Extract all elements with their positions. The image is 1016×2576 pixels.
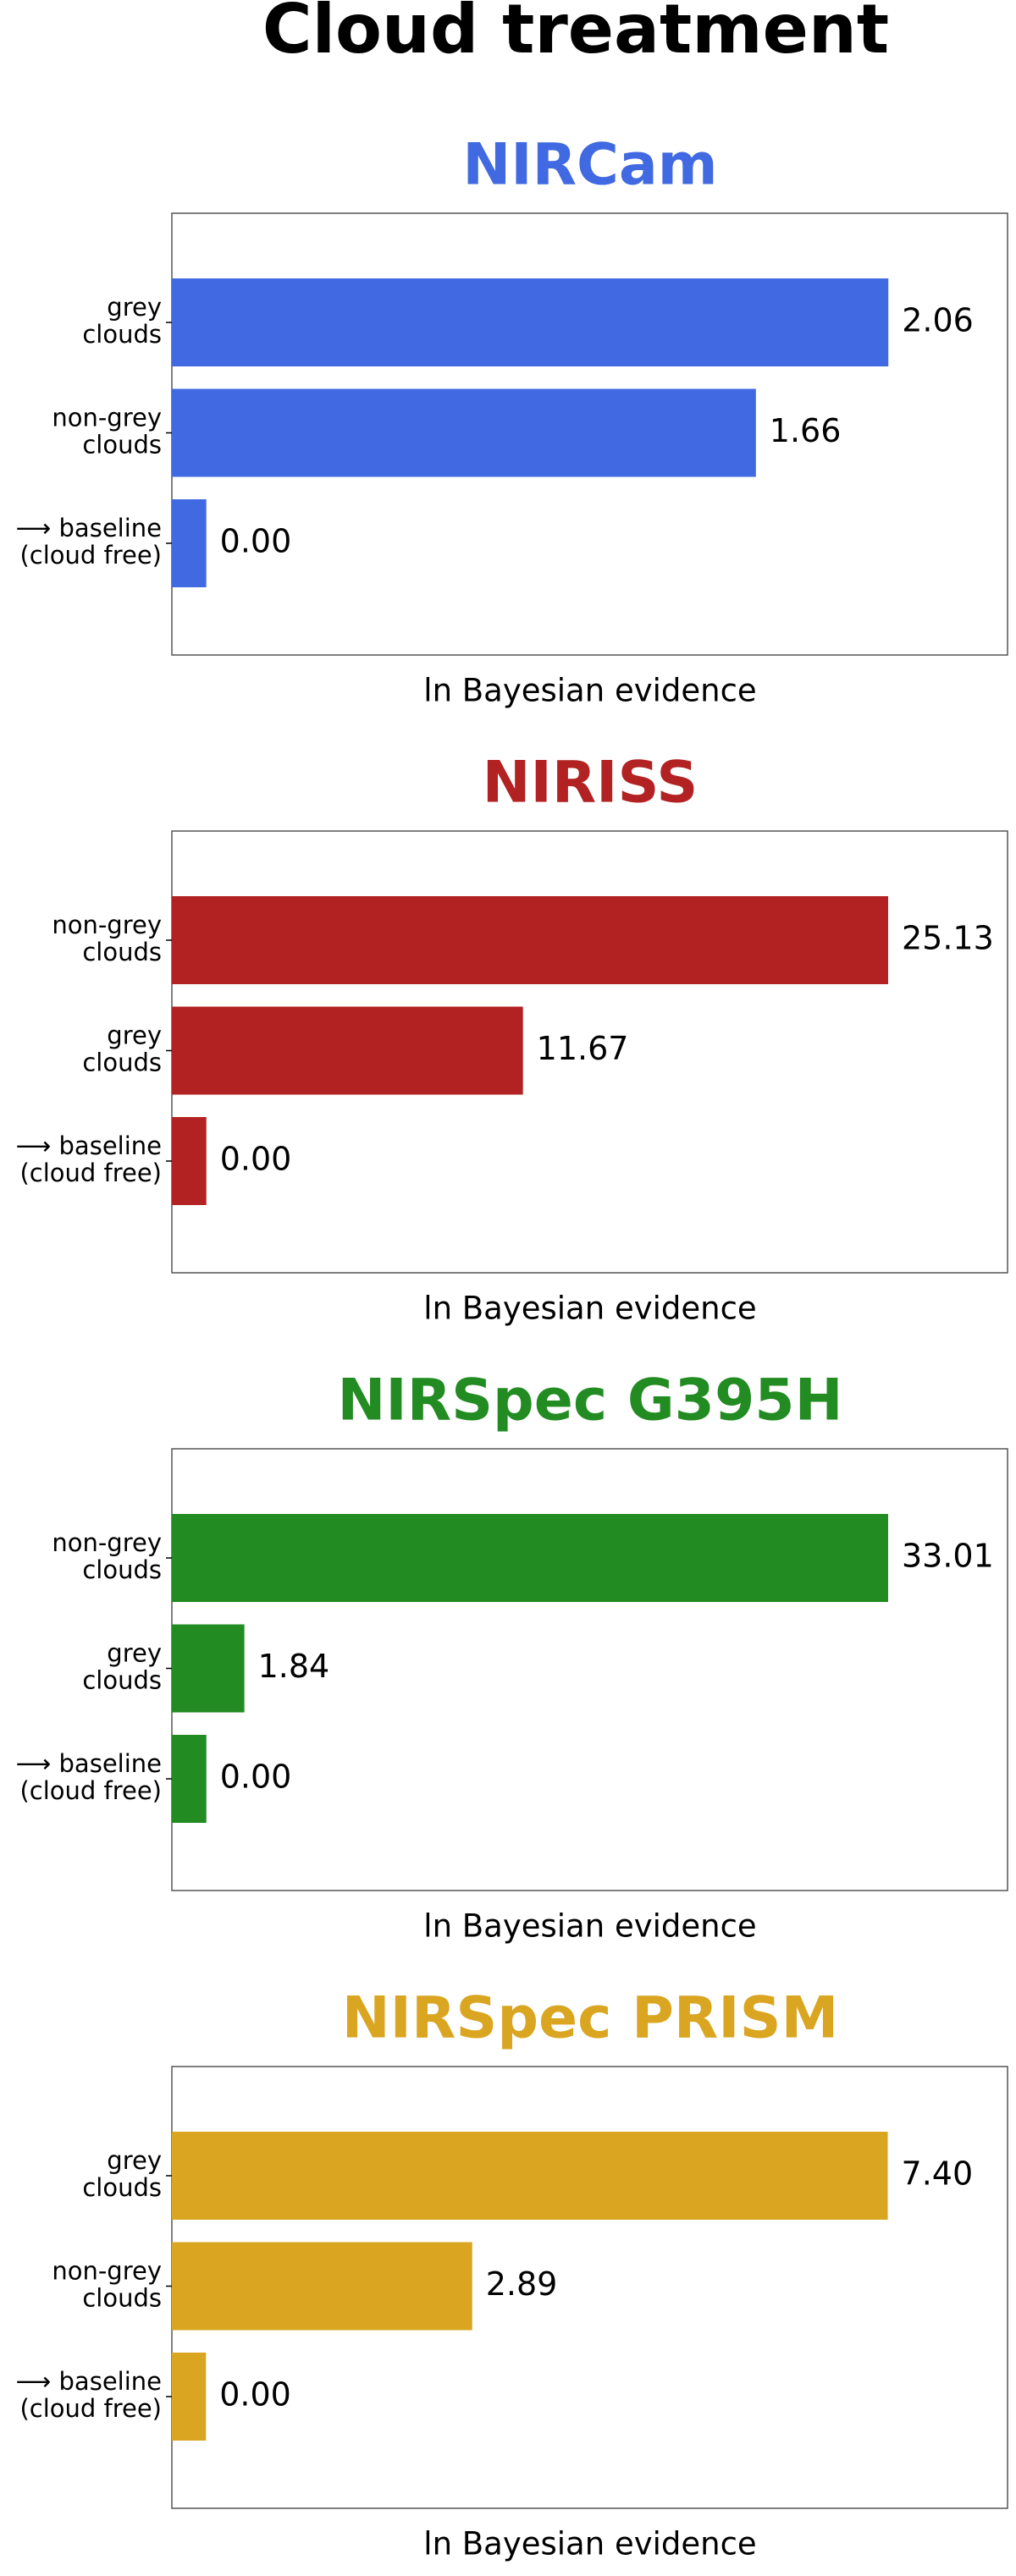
value-label: 2.06 [902,302,974,339]
bar [172,2242,472,2331]
bar [172,278,889,366]
value-label: 33.01 [902,1538,994,1575]
chart-title: NIRSpec PRISM [342,1985,838,2052]
bar [172,2353,207,2441]
x-axis-label: ln Bayesian evidence [423,1908,756,1945]
value-label: 0.00 [220,1759,292,1796]
y-tick-label: non-grey clouds [52,2257,162,2313]
bar [172,388,756,477]
x-axis-label: ln Bayesian evidence [423,673,756,709]
chart-title: NIRCam [462,132,717,199]
value-label: 0.00 [220,523,292,560]
value-label: 1.66 [770,412,842,449]
value-label: 0.00 [219,2376,291,2414]
y-tick-label: non-grey clouds [52,1528,162,1584]
value-label: 25.13 [902,920,994,957]
bar [172,1624,245,1713]
y-tick-label: grey clouds [82,2146,162,2202]
y-tick-label: ⟶ baseline (cloud free) [16,2367,162,2423]
figure-title: Cloud treatment [262,0,889,69]
bar [172,1006,523,1095]
bar [172,1117,207,1205]
y-tick-label: non-grey clouds [52,404,162,460]
y-tick-label: ⟶ baseline (cloud free) [16,1131,162,1187]
y-tick-label: non-grey clouds [52,911,162,966]
x-axis-label: ln Bayesian evidence [423,2526,756,2562]
bar [172,2132,888,2220]
bar [172,1514,888,1602]
y-tick-label: grey clouds [82,1021,162,1077]
value-label: 2.89 [486,2265,558,2303]
x-axis-label: ln Bayesian evidence [423,1291,756,1327]
y-tick-label: grey clouds [82,293,162,349]
bar [172,499,207,587]
value-label: 0.00 [220,1141,292,1178]
y-tick-label: ⟶ baseline (cloud free) [16,514,162,570]
y-tick-label: grey clouds [82,1639,162,1695]
value-label: 7.40 [902,2155,974,2193]
bar [172,1735,207,1823]
chart-title: NIRSpec G395H [338,1368,843,1434]
value-label: 1.84 [258,1648,330,1685]
chart-title: NIRISS [483,750,698,817]
value-label: 11.67 [537,1030,629,1067]
bar [172,896,888,984]
y-tick-label: ⟶ baseline (cloud free) [16,1749,162,1805]
